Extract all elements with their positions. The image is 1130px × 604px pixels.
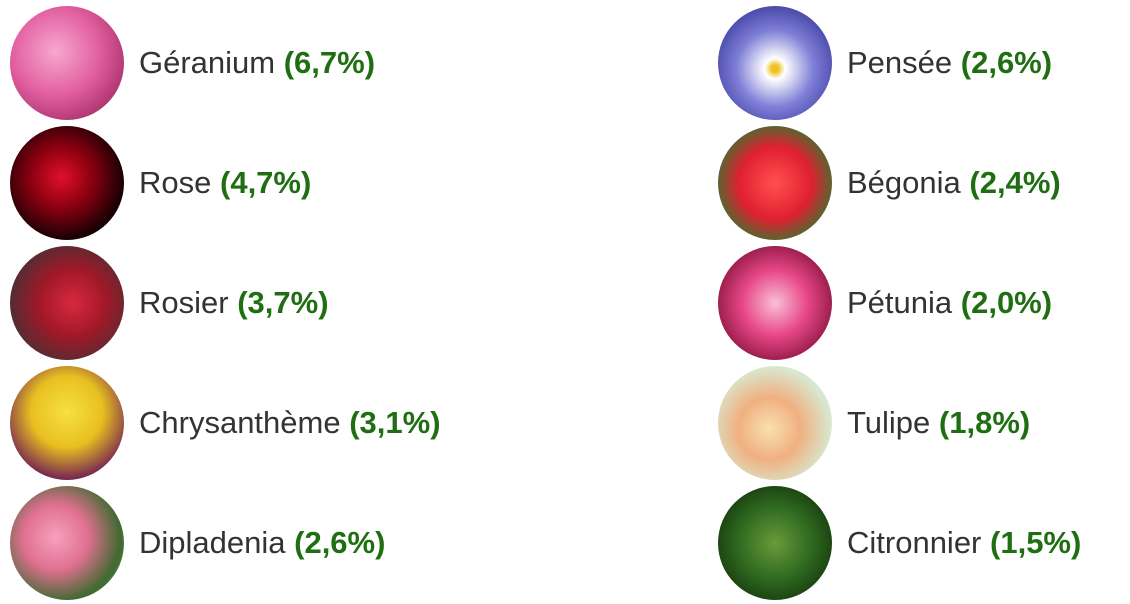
flower-image [718, 126, 832, 240]
flower-image [10, 6, 124, 120]
flower-row: Pensée (2,6%) [718, 5, 1052, 121]
flower-row: Rosier (3,7%) [10, 245, 329, 361]
flower-image [10, 486, 124, 600]
flower-row: Rose (4,7%) [10, 125, 311, 241]
flower-image [718, 366, 832, 480]
flower-share: (1,5%) [990, 525, 1082, 560]
flower-name: Citronnier [847, 525, 982, 560]
flower-image [10, 366, 124, 480]
flower-share: (3,1%) [349, 405, 441, 440]
flower-image [10, 246, 124, 360]
flower-name: Bégonia [847, 165, 961, 200]
flower-name: Rosier [139, 285, 229, 320]
flower-row: Pétunia (2,0%) [718, 245, 1052, 361]
flower-label: Chrysanthème (3,1%) [139, 405, 441, 441]
flower-share: (6,7%) [283, 45, 376, 80]
flower-label: Pensée (2,6%) [847, 45, 1052, 81]
flower-image [10, 126, 124, 240]
flower-label: Bégonia (2,4%) [847, 165, 1061, 201]
flower-name: Pétunia [847, 285, 953, 320]
flower-share: (2,6%) [294, 525, 386, 560]
flower-share: (3,7%) [237, 285, 329, 320]
flower-name: Chrysanthème [139, 405, 341, 440]
flower-name: Pensée [847, 45, 953, 80]
flower-row: Dipladenia (2,6%) [10, 485, 385, 601]
flower-share: (1,8%) [938, 405, 1031, 440]
flower-row: Bégonia (2,4%) [718, 125, 1061, 241]
flower-name: Rose [139, 165, 212, 200]
flower-label: Pétunia (2,0%) [847, 285, 1052, 321]
flower-image [718, 246, 832, 360]
flower-row: Citronnier (1,5%) [718, 485, 1081, 601]
flower-label: Tulipe (1,8%) [847, 405, 1030, 441]
flower-share: (4,7%) [220, 165, 312, 200]
flower-share: (2,4%) [969, 165, 1061, 200]
flower-row: Chrysanthème (3,1%) [10, 365, 441, 481]
flower-label: Dipladenia (2,6%) [139, 525, 385, 561]
flower-name: Tulipe [847, 405, 931, 440]
flower-image [718, 6, 832, 120]
flower-label: Rosier (3,7%) [139, 285, 329, 321]
flower-name: Géranium [139, 45, 276, 80]
flower-label: Citronnier (1,5%) [847, 525, 1081, 561]
flower-label: Rose (4,7%) [139, 165, 311, 201]
flower-row: Géranium (6,7%) [10, 5, 375, 121]
flower-share: (2,6%) [960, 45, 1053, 80]
flower-image [718, 486, 832, 600]
flower-share: (2,0%) [960, 285, 1053, 320]
flower-label: Géranium (6,7%) [139, 45, 375, 81]
flower-row: Tulipe (1,8%) [718, 365, 1030, 481]
flower-name: Dipladenia [139, 525, 286, 560]
